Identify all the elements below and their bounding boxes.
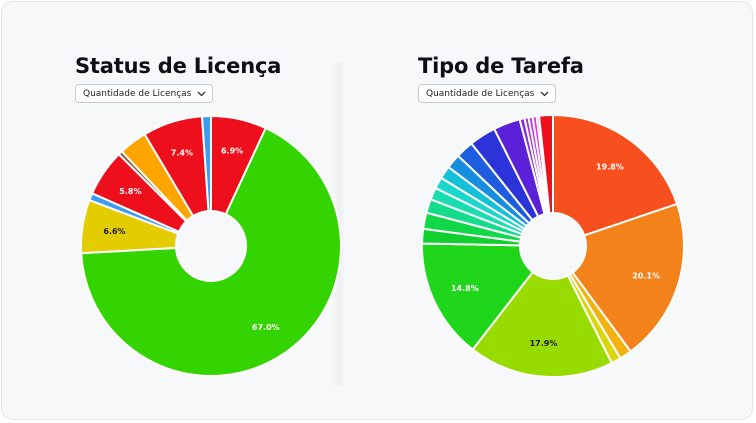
- slice-label: 67.0%: [252, 323, 280, 332]
- license-status-donut-chart: 6.9% 67.0% 6.6% 5.8% 7.4%: [80, 114, 342, 377]
- task-type-donut-chart: 19.8% 20.1% 17.9% 14.8%: [421, 113, 685, 378]
- license-status-dropdown-value: Quantidade de Licenças: [83, 88, 192, 99]
- pie-slice[interactable]: [471, 270, 614, 378]
- task-type-panel: Tipo de Tarefa Quantidade de Licenças 19…: [342, 2, 754, 421]
- slice-label: 5.8%: [119, 187, 141, 196]
- task-type-title: Tipo de Tarefa: [418, 54, 584, 78]
- license-status-panel: Status de Licença Quantidade de Licenças…: [2, 2, 342, 421]
- slice-label: 20.1%: [632, 271, 660, 280]
- chevron-down-icon: [540, 91, 549, 97]
- pie-slice[interactable]: [552, 113, 679, 237]
- slice-label: 14.8%: [451, 284, 479, 293]
- pie-slice[interactable]: [200, 114, 212, 213]
- slice-label: 19.8%: [596, 163, 624, 172]
- slice-label: 6.6%: [103, 227, 125, 236]
- pie-slice[interactable]: [421, 242, 535, 351]
- license-status-title: Status de Licença: [75, 54, 282, 78]
- slice-label: 7.4%: [171, 149, 193, 158]
- task-type-metric-dropdown[interactable]: Quantidade de Licenças: [418, 84, 557, 103]
- chevron-down-icon: [197, 91, 206, 97]
- pie-slice[interactable]: [571, 202, 685, 353]
- license-status-metric-dropdown[interactable]: Quantidade de Licenças: [75, 84, 214, 103]
- pie-slice[interactable]: [537, 113, 554, 215]
- pie-slice[interactable]: [80, 126, 342, 377]
- task-type-dropdown-value: Quantidade de Licenças: [426, 88, 535, 99]
- slice-label: 17.9%: [530, 339, 558, 348]
- slice-label: 6.9%: [221, 147, 243, 156]
